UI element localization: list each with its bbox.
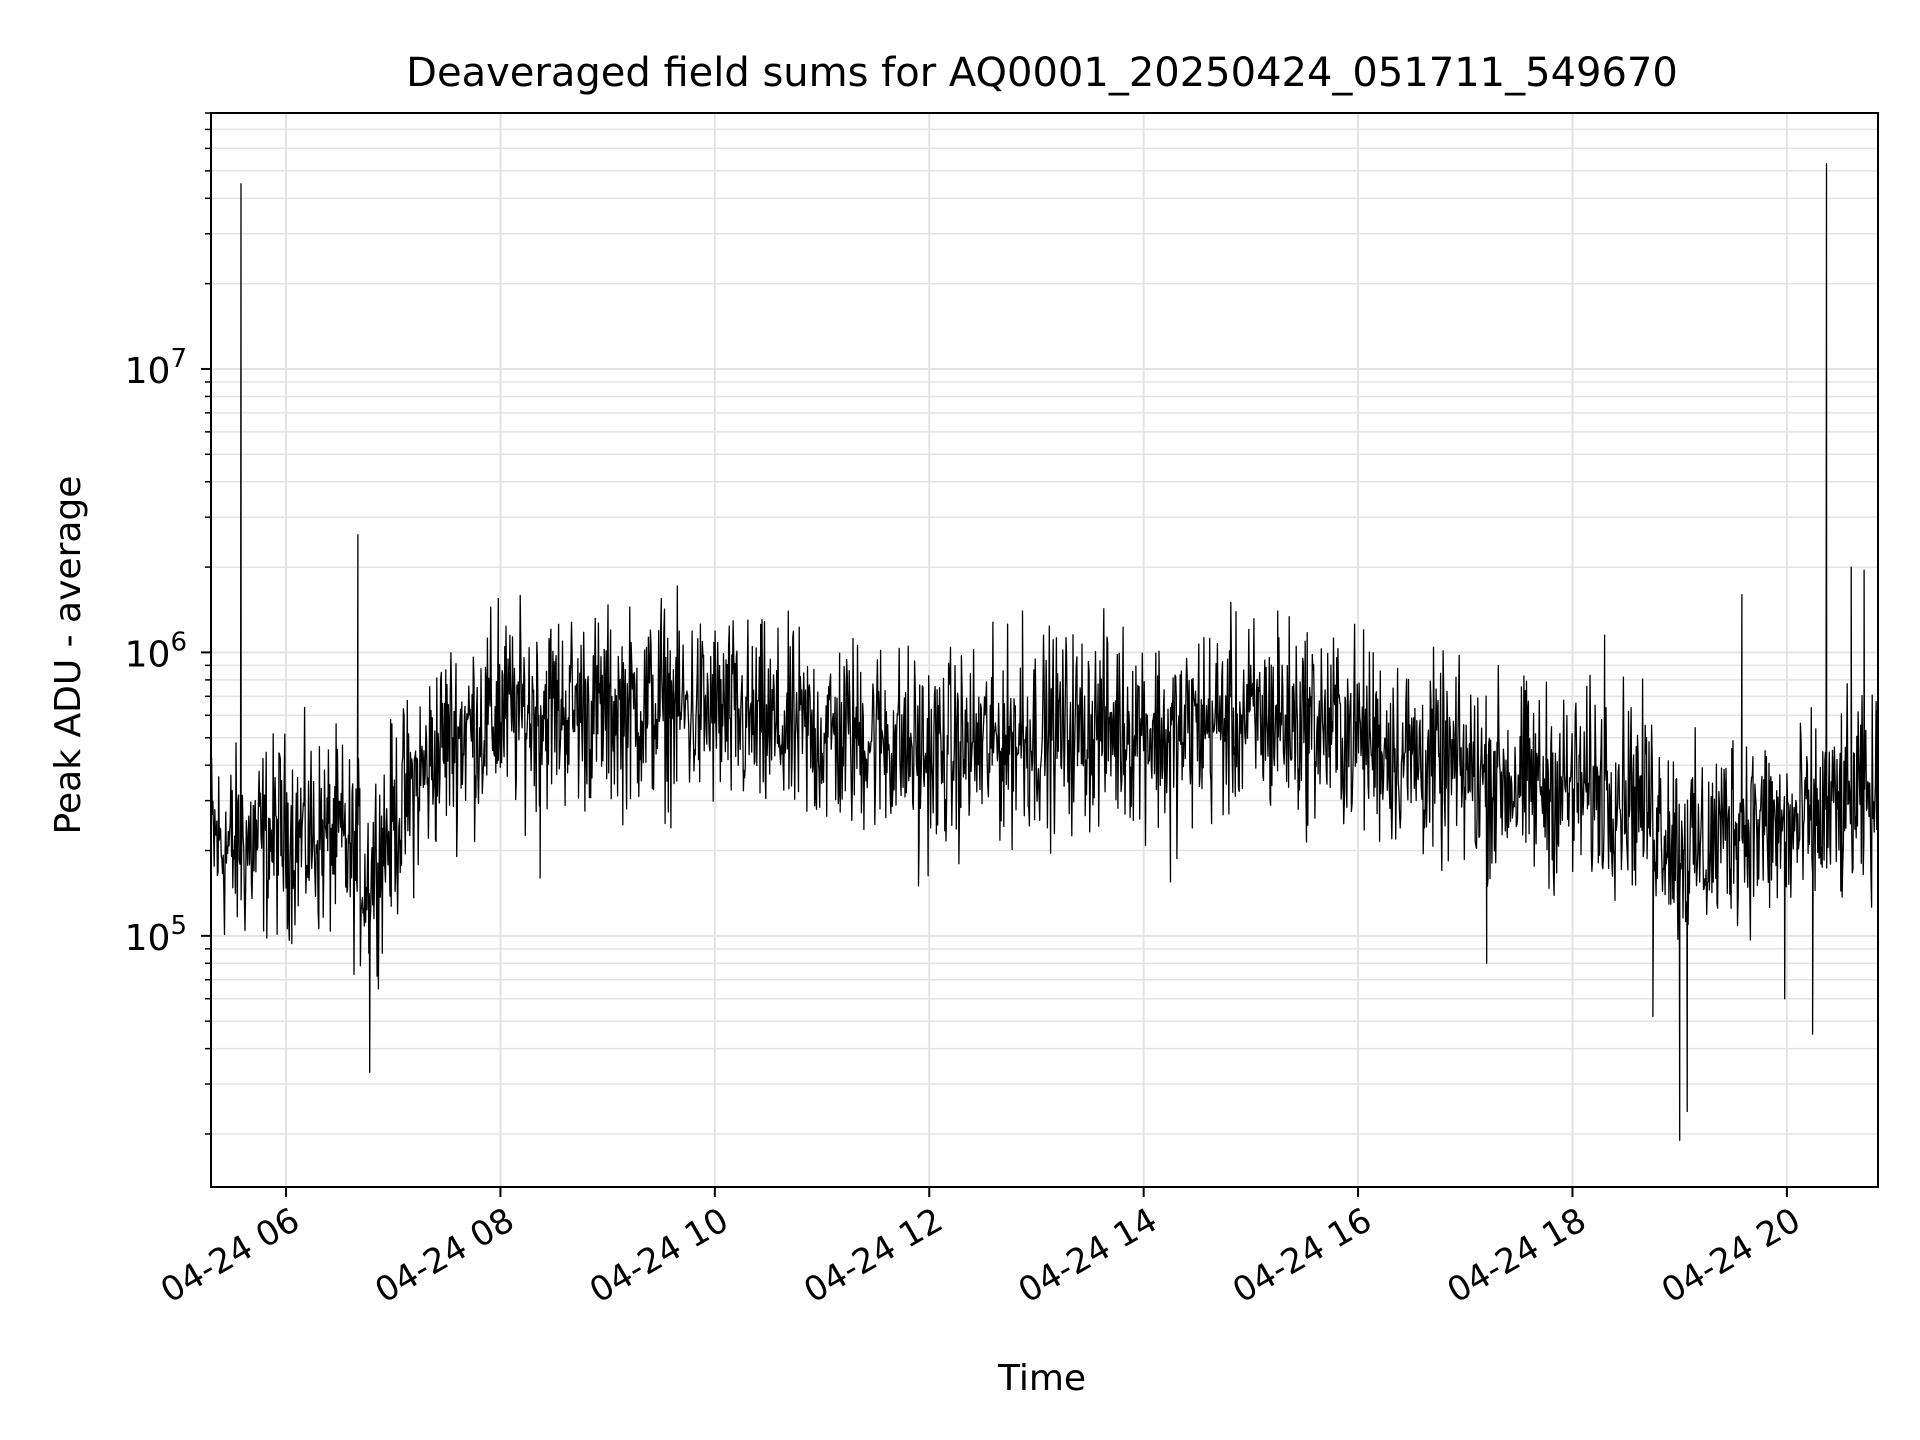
y-axis-label: Peak ADU - average [48,476,89,835]
x-tick-label: 04-24 10 [583,1200,735,1311]
x-tick-label: 04-24 18 [1441,1200,1593,1311]
grid [211,112,1878,1187]
x-tick-label: 04-24 08 [369,1200,521,1311]
x-tick-label: 04-24 06 [154,1200,306,1311]
y-tick-label: 107 [125,344,187,392]
plot-frame [210,112,1879,1188]
x-tick-label: 04-24 14 [1012,1200,1164,1311]
y-tick-label: 106 [125,627,187,675]
x-axis: 04-24 06 04-24 08 04-24 10 04-24 12 04-24 14… [154,1187,1807,1311]
x-tick-label: 04-24 20 [1655,1200,1807,1311]
data-series [210,163,1879,1141]
y-tick-label: 105 [125,911,187,959]
chart-title: Deaveraged field sums for AQ0001_2025042… [406,50,1678,96]
y-axis: 105 106 107 [125,112,211,1135]
series-line [210,163,1879,1141]
x-tick-label: 04-24 12 [797,1200,949,1311]
x-tick-label: 04-24 16 [1226,1200,1378,1311]
x-axis-label: Time [997,1358,1086,1399]
